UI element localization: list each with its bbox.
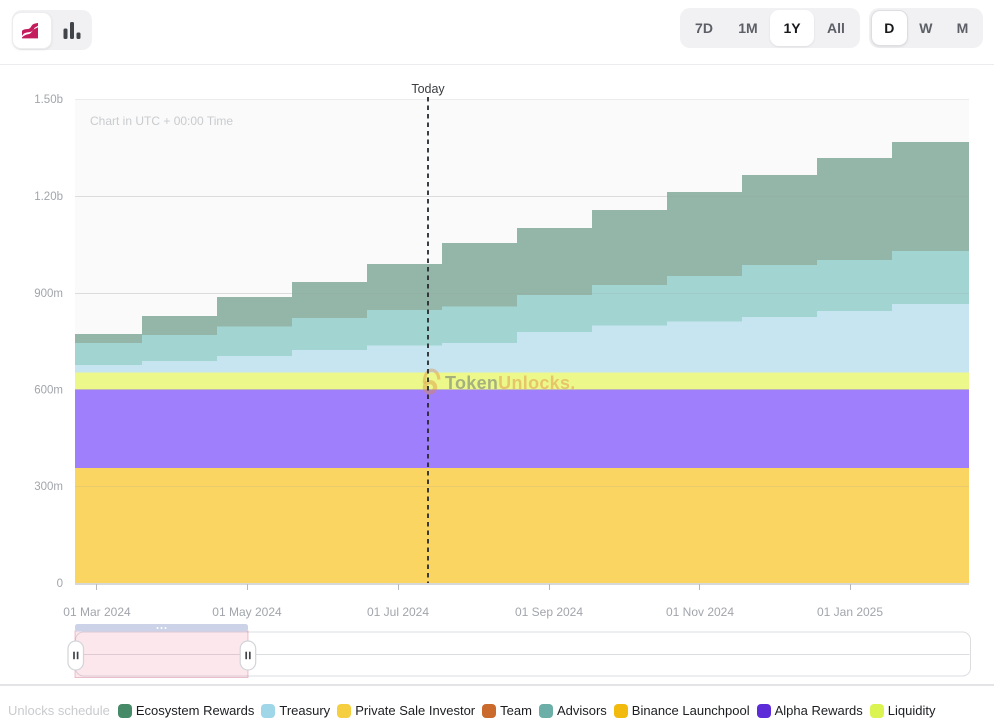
svg-text:1.50b: 1.50b (34, 94, 63, 106)
svg-text:Today: Today (411, 82, 445, 96)
svg-text:0: 0 (57, 578, 63, 590)
svg-text:Chart in UTC + 00:00 Time: Chart in UTC + 00:00 Time (90, 114, 233, 128)
svg-text:01 Jul 2024: 01 Jul 2024 (367, 605, 429, 619)
svg-text:01 Nov 2024: 01 Nov 2024 (666, 605, 734, 619)
svg-text:300m: 300m (34, 481, 63, 493)
svg-text:01 Mar 2024: 01 Mar 2024 (63, 605, 131, 619)
svg-text:TokenUnlocks.: TokenUnlocks. (445, 373, 576, 393)
svg-text:1.20b: 1.20b (34, 191, 63, 203)
svg-text:600m: 600m (34, 385, 63, 397)
svg-text:01 Sep 2024: 01 Sep 2024 (515, 605, 583, 619)
svg-text:900m: 900m (34, 288, 63, 300)
svg-text:01 Jan 2025: 01 Jan 2025 (817, 605, 883, 619)
svg-text:01 May 2024: 01 May 2024 (212, 605, 282, 619)
